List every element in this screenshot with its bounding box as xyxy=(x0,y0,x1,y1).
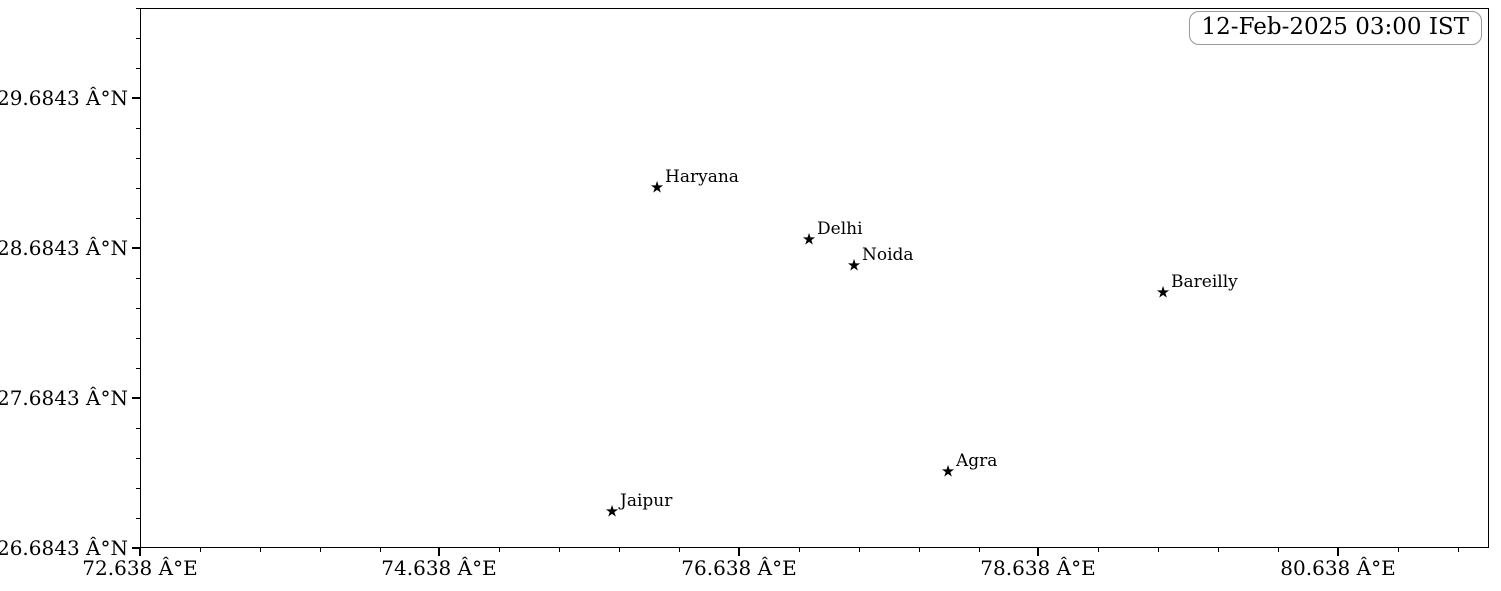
x-tick-label: 74.638 Â°E xyxy=(381,556,497,580)
y-minor-tick xyxy=(136,188,140,190)
x-minor-tick xyxy=(1398,548,1400,552)
y-tick-label: 27.6843 Â°N xyxy=(0,386,128,410)
y-minor-tick xyxy=(136,428,140,430)
timestamp-box: 12-Feb-2025 03:00 IST xyxy=(1188,11,1482,45)
y-minor-tick xyxy=(136,518,140,520)
city-star-icon: ★ xyxy=(604,501,620,521)
timestamp-label: 12-Feb-2025 03:00 IST xyxy=(1201,14,1469,40)
city-label: Delhi xyxy=(817,219,863,239)
x-minor-tick xyxy=(380,548,382,552)
x-minor-tick xyxy=(260,548,262,552)
x-minor-tick xyxy=(1278,548,1280,552)
x-tick-label: 72.638 Â°E xyxy=(82,556,198,580)
x-minor-tick xyxy=(1098,548,1100,552)
y-tick-label: 28.6843 Â°N xyxy=(0,236,128,260)
y-major-tick xyxy=(132,547,140,549)
x-tick-label: 76.638 Â°E xyxy=(681,556,797,580)
x-minor-tick xyxy=(1218,548,1220,552)
y-minor-tick xyxy=(136,218,140,220)
city-label: Noida xyxy=(862,245,914,265)
y-major-tick xyxy=(132,247,140,249)
city-label: Haryana xyxy=(665,167,739,187)
x-minor-tick xyxy=(320,548,322,552)
x-minor-tick xyxy=(859,548,861,552)
x-minor-tick xyxy=(679,548,681,552)
x-major-tick xyxy=(738,548,740,556)
city-star-icon: ★ xyxy=(940,461,956,481)
y-minor-tick xyxy=(136,308,140,310)
y-minor-tick xyxy=(136,68,140,70)
x-minor-tick xyxy=(919,548,921,552)
x-minor-tick xyxy=(499,548,501,552)
y-minor-tick xyxy=(136,278,140,280)
x-tick-label: 80.638 Â°E xyxy=(1280,556,1396,580)
y-minor-tick xyxy=(136,8,140,10)
x-minor-tick xyxy=(559,548,561,552)
plot-frame xyxy=(140,8,1489,548)
x-minor-tick xyxy=(799,548,801,552)
y-major-tick xyxy=(132,97,140,99)
y-minor-tick xyxy=(136,368,140,370)
x-minor-tick xyxy=(619,548,621,552)
city-label: Bareilly xyxy=(1171,272,1238,292)
city-star-icon: ★ xyxy=(846,255,862,275)
city-label: Jaipur xyxy=(620,491,673,511)
city-star-icon: ★ xyxy=(649,177,665,197)
y-major-tick xyxy=(132,397,140,399)
y-tick-label: 26.6843 Â°N xyxy=(0,536,128,560)
y-minor-tick xyxy=(136,38,140,40)
x-major-tick xyxy=(1337,548,1339,556)
y-minor-tick xyxy=(136,158,140,160)
y-minor-tick xyxy=(136,458,140,460)
y-minor-tick xyxy=(136,338,140,340)
x-minor-tick xyxy=(1458,548,1460,552)
city-label: Agra xyxy=(956,451,998,471)
city-star-icon: ★ xyxy=(1155,282,1171,302)
y-minor-tick xyxy=(136,128,140,130)
x-minor-tick xyxy=(1158,548,1160,552)
x-major-tick xyxy=(438,548,440,556)
y-tick-label: 29.6843 Â°N xyxy=(0,86,128,110)
x-major-tick xyxy=(1037,548,1039,556)
x-minor-tick xyxy=(200,548,202,552)
x-tick-label: 78.638 Â°E xyxy=(980,556,1096,580)
city-star-icon: ★ xyxy=(801,229,817,249)
x-major-tick xyxy=(139,548,141,556)
y-minor-tick xyxy=(136,488,140,490)
x-minor-tick xyxy=(979,548,981,552)
